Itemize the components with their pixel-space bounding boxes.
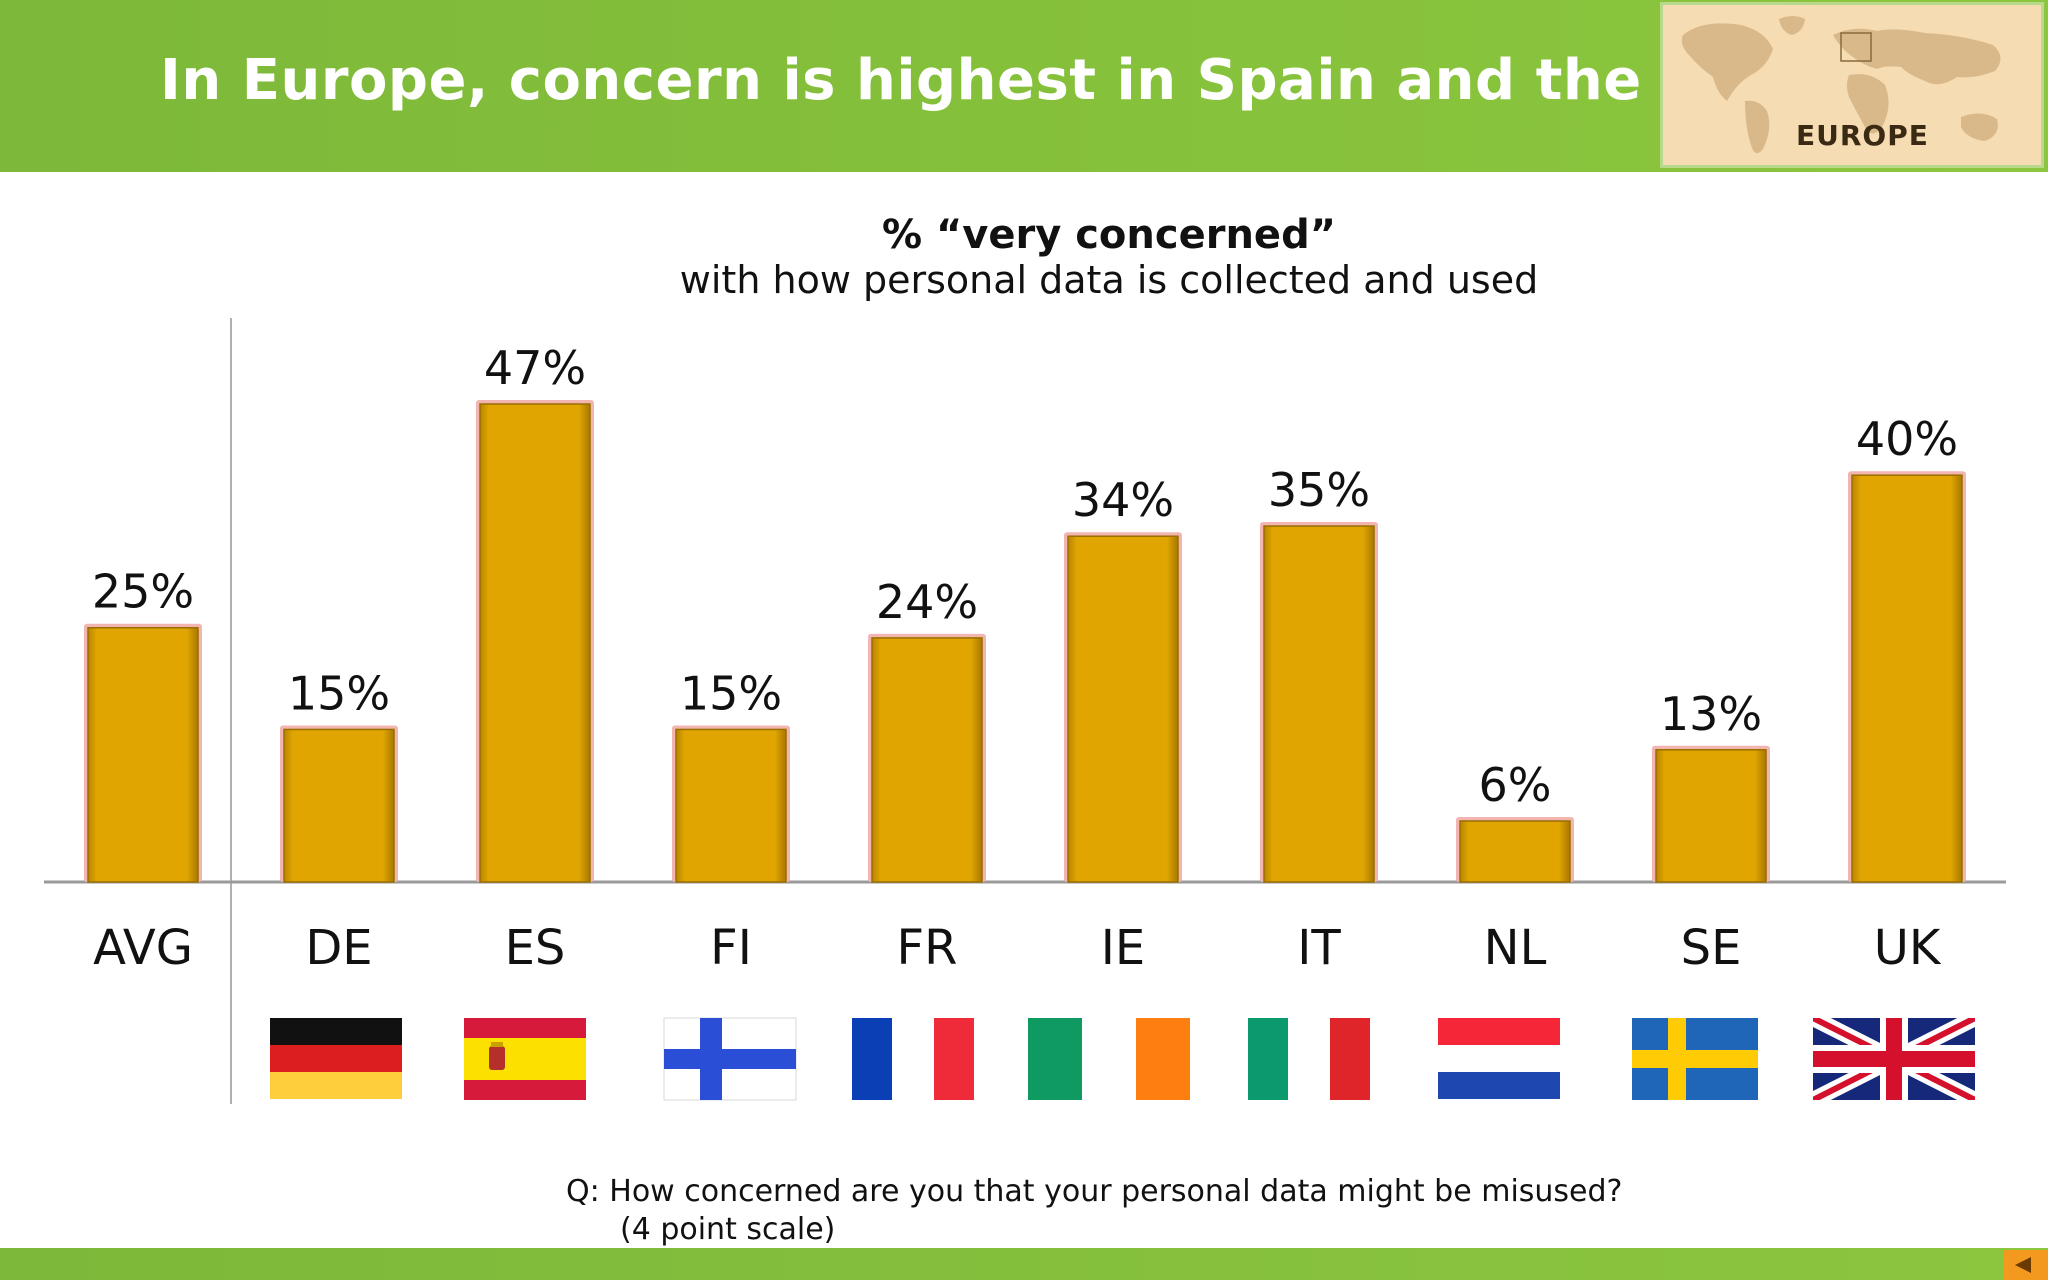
netherlands-flag <box>1438 1018 1560 1099</box>
category-label-ie: IE <box>1101 920 1145 976</box>
previous-slide-button[interactable] <box>2003 1250 2048 1280</box>
germany-flag <box>270 1018 402 1099</box>
category-label-it: IT <box>1297 920 1341 976</box>
value-label-se: 13% <box>1660 687 1762 741</box>
ireland-flag <box>1028 1018 1190 1100</box>
category-label-nl: NL <box>1484 920 1547 976</box>
bar-fr <box>871 637 983 883</box>
world-map-thumbnail: EUROPE <box>1660 2 2044 168</box>
category-label-avg: AVG <box>93 920 193 976</box>
france-flag <box>852 1018 974 1100</box>
uk-flag <box>1813 1018 1975 1100</box>
value-label-fi: 15% <box>680 666 782 720</box>
bar-uk <box>1851 474 1963 883</box>
bar-chart: 25% AVG 15% DE 47% ES 15% FI 24% FR 34% IE 35% IT 6% NL… <box>44 318 2006 1104</box>
footer-bar <box>0 1248 2048 1280</box>
finland-flag <box>663 1017 797 1101</box>
bar-es <box>479 403 591 883</box>
chart-title: % “very concerned” <box>882 212 1336 258</box>
bar-fi <box>675 728 787 883</box>
value-label-uk: 40% <box>1856 412 1958 466</box>
value-label-avg: 25% <box>92 565 194 619</box>
category-label-de: DE <box>305 920 372 976</box>
bar-de <box>283 728 395 883</box>
value-label-es: 47% <box>484 341 586 395</box>
spain-flag <box>464 1018 586 1100</box>
bars-group: 25% AVG 15% DE 47% ES 15% FI 24% FR 34% IE 35% IT 6% NL… <box>84 341 1966 976</box>
bar-se <box>1655 749 1767 883</box>
value-label-it: 35% <box>1268 463 1370 517</box>
bar-it <box>1263 525 1375 883</box>
bar-ie <box>1067 535 1179 883</box>
value-label-ie: 34% <box>1072 473 1174 527</box>
category-label-se: SE <box>1681 920 1742 976</box>
survey-question: Q: How concerned are you that your perso… <box>566 1174 1623 1209</box>
category-label-fi: FI <box>710 920 752 976</box>
sweden-flag <box>1632 1018 1758 1100</box>
category-label-fr: FR <box>897 920 958 976</box>
chart-subtitle: with how personal data is collected and … <box>679 258 1539 302</box>
italy-flag <box>1248 1018 1370 1100</box>
value-label-fr: 24% <box>876 575 978 629</box>
page-title: In Europe, concern is highest in Spain a… <box>160 48 1752 113</box>
value-label-de: 15% <box>288 666 390 720</box>
bar-avg <box>87 626 199 883</box>
value-label-nl: 6% <box>1479 758 1552 812</box>
arrow-left-icon <box>2015 1257 2031 1273</box>
scale-note: (4 point scale) <box>620 1212 836 1247</box>
world-map-icon <box>1681 16 2001 154</box>
region-label: EUROPE <box>1796 119 1929 152</box>
bar-nl <box>1459 820 1571 883</box>
category-label-uk: UK <box>1874 920 1942 976</box>
category-label-es: ES <box>505 920 566 976</box>
